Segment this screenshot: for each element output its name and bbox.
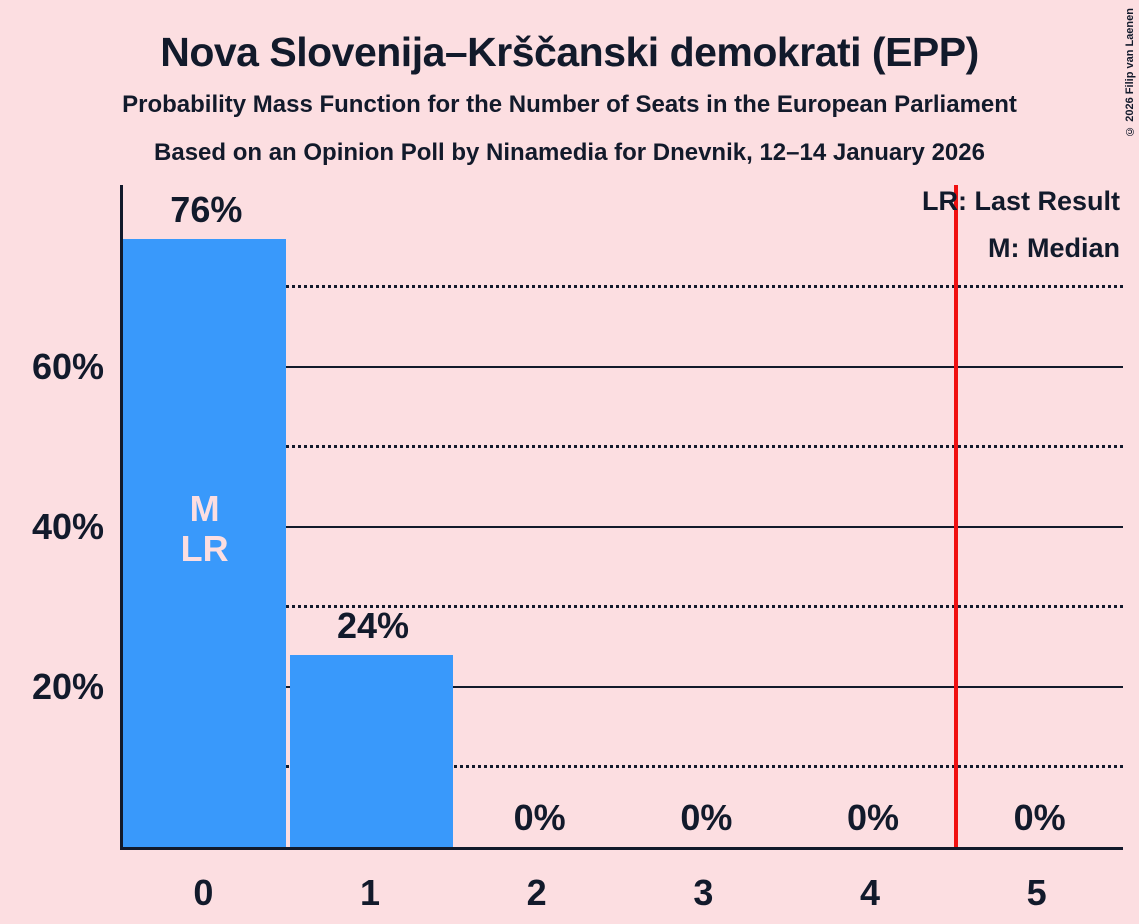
bar-value-label-4: 0% xyxy=(846,797,899,838)
bar-seats-0 xyxy=(123,239,287,847)
gridline-solid-20pct xyxy=(123,686,1123,688)
gridline-dotted-50pct xyxy=(123,445,1123,448)
gridline-dotted-10pct xyxy=(123,765,1123,768)
subtitle-poll-source: Based on an Opinion Poll by Ninamedia fo… xyxy=(154,139,985,166)
legend-median: M: Median xyxy=(988,233,1120,263)
y-tick-label-60%: 60% xyxy=(31,346,104,387)
x-tick-label-0: 0 xyxy=(193,872,214,913)
bar-seats-1 xyxy=(289,655,453,847)
median-last-result-annotation: M LR xyxy=(180,488,229,569)
plot-area: 76% 24% 0% 0% 0% 0% M LR xyxy=(120,185,1123,850)
copyright-text: © 2026 Filip van Laenen xyxy=(1124,8,1136,137)
gridline-dotted-30pct xyxy=(123,605,1123,608)
bar-value-label-3: 0% xyxy=(680,797,733,838)
gridline-solid-40pct xyxy=(123,526,1123,528)
subtitle-pmf: Probability Mass Function for the Number… xyxy=(122,91,1017,118)
bar-value-label-1: 24% xyxy=(336,605,410,646)
x-tick-label-4: 4 xyxy=(859,872,880,913)
gridline-dotted-70pct xyxy=(123,285,1123,288)
x-tick-label-5: 5 xyxy=(1026,872,1047,913)
x-tick-label-2: 2 xyxy=(526,872,547,913)
x-tick-label-3: 3 xyxy=(693,872,714,913)
bar-value-label-5: 0% xyxy=(1013,797,1066,838)
page-title: Nova Slovenija–Krščanski demokrati (EPP) xyxy=(160,29,979,75)
legend-last-result: LR: Last Result xyxy=(921,186,1120,216)
bar-value-label-0: 76% xyxy=(170,189,243,230)
x-tick-label-1: 1 xyxy=(359,872,380,913)
y-tick-label-40%: 40% xyxy=(31,506,104,547)
red-vertical-line xyxy=(954,185,959,847)
gridline-solid-60pct xyxy=(123,366,1123,368)
y-tick-label-20%: 20% xyxy=(31,666,104,707)
bar-value-label-2: 0% xyxy=(513,797,566,838)
